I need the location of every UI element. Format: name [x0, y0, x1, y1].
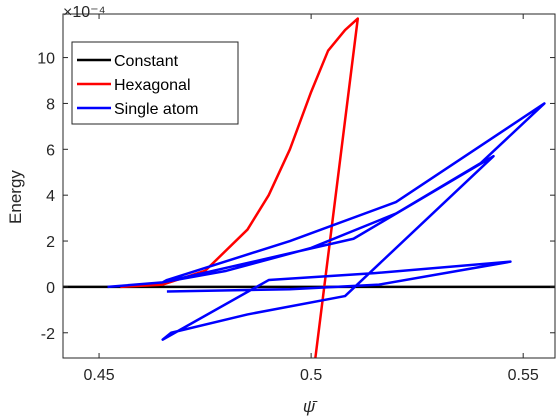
y-axis-label: Energy [6, 170, 25, 224]
legend-label-constant: Constant [114, 53, 179, 70]
x-tick-label: 0.55 [508, 367, 539, 384]
plot-frame [62, 13, 556, 359]
y-tick-label: -2 [41, 326, 55, 343]
y-tick-label: 0 [46, 280, 55, 297]
x-tick-label: 0.45 [83, 367, 114, 384]
exponent-label: ×10⁻⁴ [63, 4, 106, 21]
y-tick-label: 10 [37, 51, 55, 68]
legend-label-single-atom: Single atom [114, 101, 199, 118]
x-tick-label: 0.5 [300, 367, 322, 384]
y-tick-label: 2 [46, 234, 55, 251]
series-layer [63, 17, 555, 359]
x-axis-label: ψ̄ [303, 397, 318, 416]
y-tick-label: 8 [46, 96, 55, 113]
tick-layer: 0.45 0.5 0.55 -2 0 2 4 6 8 10 [37, 14, 555, 384]
y-tick-label: 4 [46, 188, 55, 205]
y-tick-label: 6 [46, 142, 55, 159]
series-line-single-atom [107, 102, 546, 341]
legend-label-hexagonal: Hexagonal [114, 77, 191, 94]
legend: Constant Hexagonal Single atom [71, 41, 239, 125]
